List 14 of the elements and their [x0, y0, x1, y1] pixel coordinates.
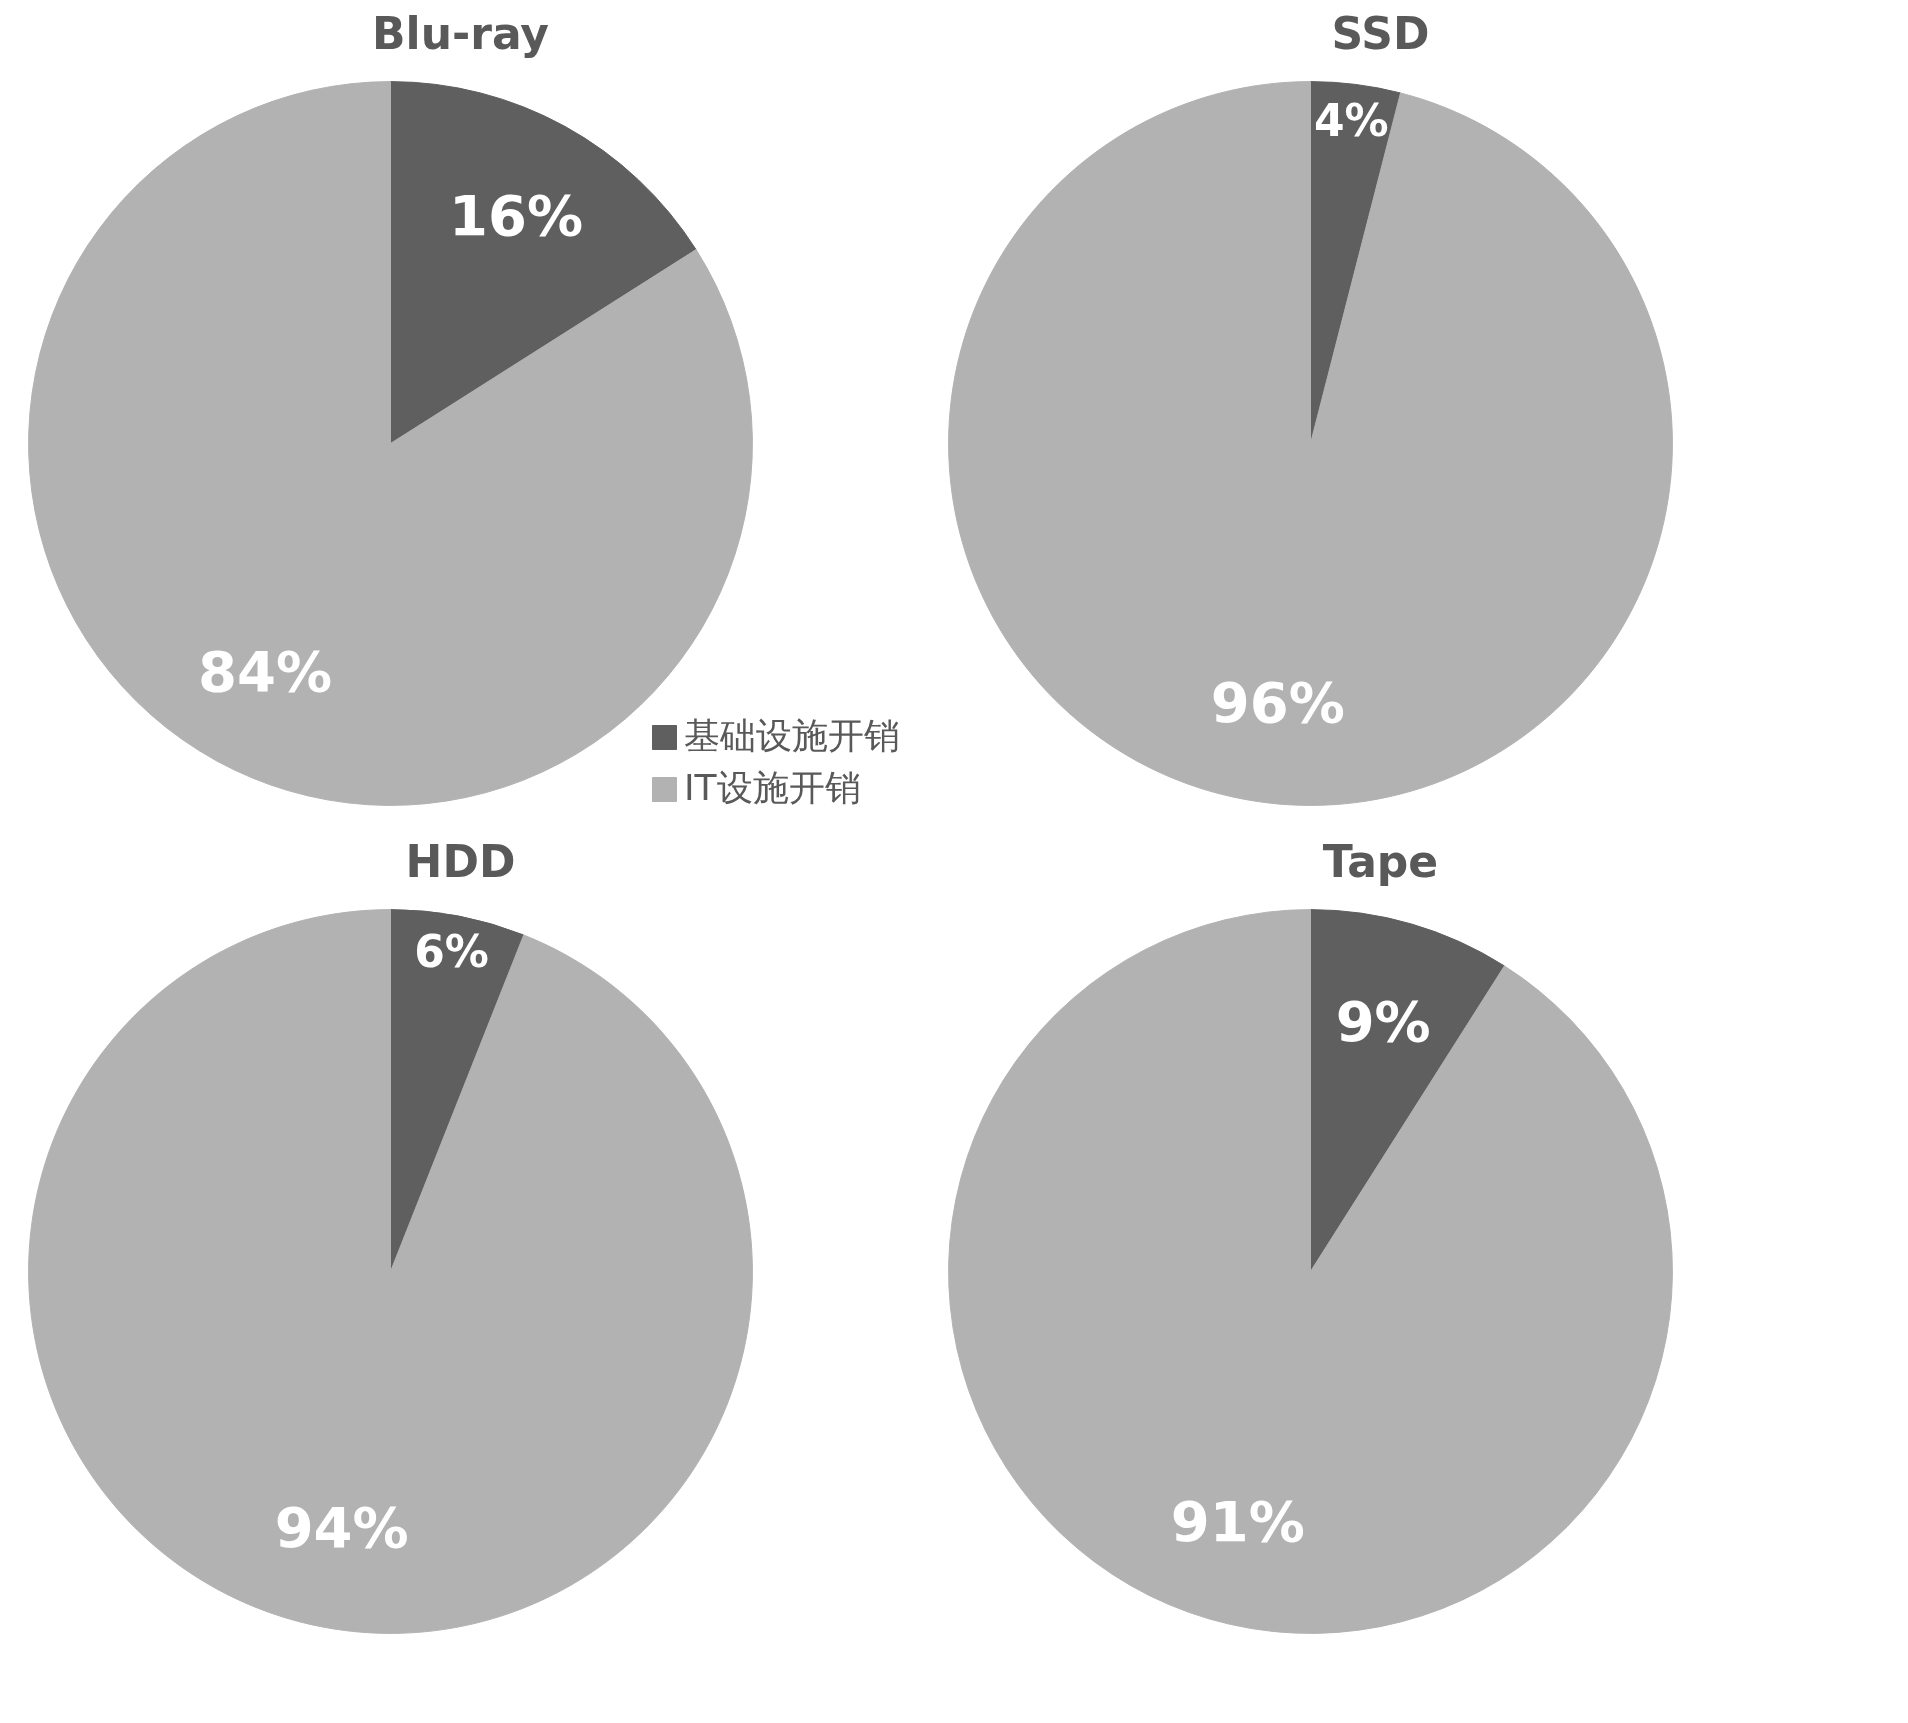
- chart-title: Tape: [1322, 835, 1439, 887]
- data-label: 9%: [1335, 988, 1431, 1054]
- legend-label: 基础设施开销: [684, 714, 900, 758]
- data-label: 84%: [197, 639, 332, 705]
- data-label: 94%: [274, 1494, 409, 1560]
- data-label: 91%: [1170, 1489, 1305, 1555]
- legend-label: IT设施开销: [684, 766, 861, 810]
- data-label: 16%: [449, 182, 584, 248]
- data-label: 6%: [414, 926, 489, 978]
- chart-title: SSD: [1331, 7, 1430, 59]
- chart-title: Blu-ray: [372, 7, 549, 59]
- data-label: 96%: [1210, 669, 1345, 735]
- data-label: 4%: [1313, 94, 1389, 146]
- chart-title: HDD: [405, 835, 516, 887]
